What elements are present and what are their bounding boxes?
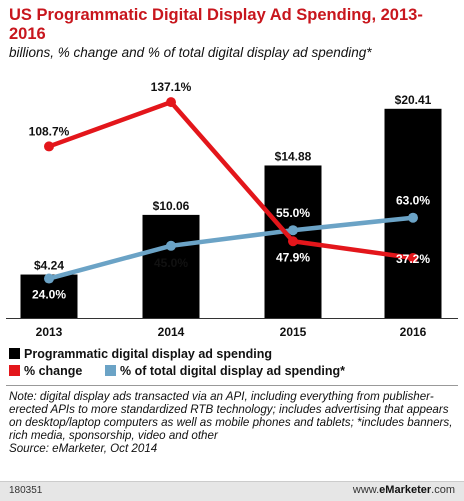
change-line [48, 99, 414, 261]
share-label-2014: 45.0% [154, 256, 188, 270]
chart-subtitle: billions, % change and % of total digita… [9, 45, 372, 60]
x-tick-2016: 2016 [400, 325, 427, 339]
legend-label-bar: Programmatic digital display ad spending [24, 347, 272, 361]
bar-2014 [142, 214, 200, 318]
share-point-2016 [408, 212, 418, 223]
change-point-2016 [408, 252, 418, 263]
change-point-2013 [44, 141, 54, 152]
x-tick-2013: 2013 [36, 325, 63, 339]
share-line [48, 215, 414, 281]
change-label-2014: 137.1% [151, 80, 192, 94]
brand-link[interactable]: www.eMarketer.com [353, 484, 455, 496]
bar-label-2016: $20.41 [395, 93, 432, 107]
x-tick-2015: 2015 [280, 325, 307, 339]
share-label-2013: 24.0% [32, 288, 66, 302]
legend-divider [6, 385, 458, 386]
chart-title: US Programmatic Digital Display Ad Spend… [9, 6, 423, 43]
bar-label-2015: $14.88 [275, 149, 312, 163]
share-label-2015: 55.0% [276, 206, 310, 220]
change-label-2015: 47.9% [276, 250, 310, 264]
bar-label-2014: $10.06 [153, 199, 190, 213]
bar-label-2013: $4.24 [34, 259, 64, 273]
share-point-2015 [288, 225, 298, 236]
legend-label-share: % of total digital display ad spending* [120, 364, 346, 378]
brand-name: eMarketer [379, 484, 432, 496]
change-label-2016: 37.2% [396, 252, 430, 266]
change-point-2014 [166, 97, 176, 108]
chart-area: $4.24 $10.06 $14.88 $20.41 2013 2014 2015 2016 1… [6, 80, 458, 339]
note-text: Note: digital display ads transacted via… [9, 390, 453, 442]
footer-bar: 180351 www.eMarketer.com [0, 481, 464, 501]
share-point-2014 [166, 240, 176, 251]
legend-swatch-change [9, 365, 20, 376]
legend-swatch-share [105, 365, 116, 376]
change-point-2015 [288, 236, 298, 247]
source-text: Source: eMarketer, Oct 2014 [9, 442, 158, 455]
chart-note: Note: digital display ads transacted via… [9, 390, 457, 455]
share-point-2013 [44, 273, 54, 284]
change-label-2013: 108.7% [29, 124, 70, 138]
brand-prefix: www. [352, 484, 380, 496]
chart-id: 180351 [9, 485, 43, 496]
brand-suffix: .com [431, 484, 455, 496]
x-tick-2014: 2014 [158, 325, 185, 339]
legend-label-change: % change [24, 364, 83, 378]
legend-swatch-bar [9, 348, 20, 359]
share-label-2016: 63.0% [396, 194, 430, 208]
